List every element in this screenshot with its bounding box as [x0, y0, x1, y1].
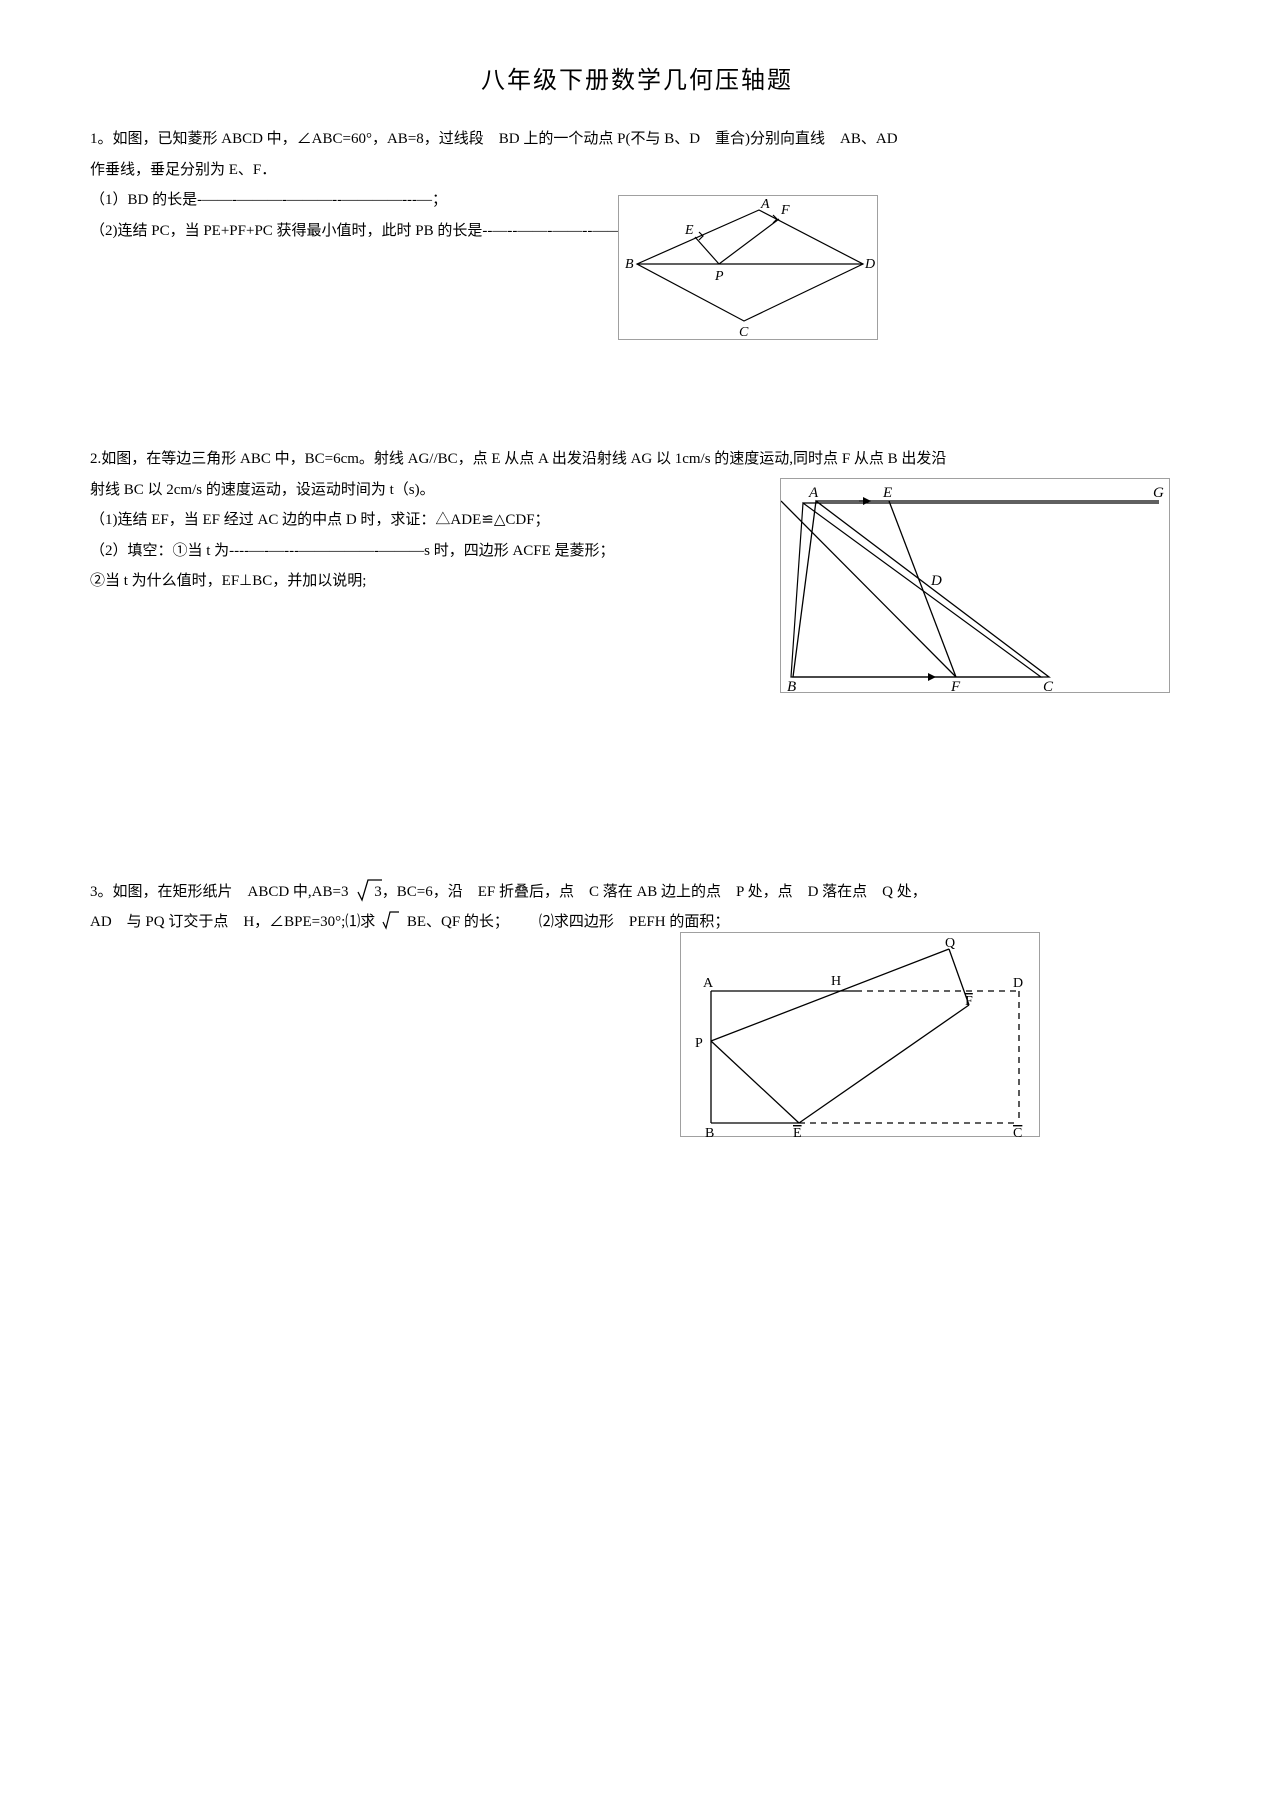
figure-1: A B C D E F P — [618, 195, 878, 340]
label-E: E — [684, 223, 694, 238]
label-G2: G — [1153, 485, 1164, 501]
p3-line2a: AD 与 PQ 订交于点 H，∠BPE=30°;⑴求 — [90, 914, 375, 930]
label-A3: A — [703, 976, 714, 991]
problem-3: 3。如图，在矩形纸片 ABCD 中,AB=3 3，BC=6，沿 EF 折叠后，点… — [90, 876, 1184, 937]
label-F: F — [780, 203, 790, 218]
label-D3: D — [1013, 976, 1023, 991]
p1-line1b: 作垂线，垂足分别为 E、F． — [90, 156, 1184, 185]
page-title: 八年级下册数学几何压轴题 — [90, 60, 1184, 95]
label-E3: E — [793, 1126, 802, 1138]
p3-line2b: BE、QF 的长； ⑵求四边形 PEFH 的面积； — [407, 914, 730, 930]
sqrt-icon-2 — [381, 908, 401, 937]
p3-line1a: 3。如图，在矩形纸片 ABCD 中,AB=3 — [90, 884, 348, 900]
label-Q3: Q — [945, 936, 955, 951]
label-P3: P — [695, 1036, 703, 1051]
label-D: D — [864, 257, 875, 272]
label-H3: H — [831, 974, 841, 989]
label-B: B — [625, 257, 634, 272]
label-D2: D — [930, 573, 942, 589]
label-B3: B — [705, 1126, 714, 1138]
label-B2: B — [787, 679, 796, 694]
p3-line1b: ，BC=6，沿 EF 折叠后，点 C 落在 AB 边上的点 P 处，点 D 落在… — [382, 884, 927, 900]
label-F2: F — [950, 679, 961, 694]
label-C: C — [739, 325, 749, 340]
label-F3: F — [965, 994, 973, 1009]
figure-2: A E G B F C D — [780, 478, 1170, 693]
label-P: P — [714, 269, 724, 284]
sqrt-icon — [356, 876, 384, 907]
figure-3: A B C D E F H P Q — [680, 932, 1040, 1137]
label-A: A — [760, 197, 770, 212]
label-E2: E — [882, 485, 892, 501]
p2-line1a: 2.如图，在等边三角形 ABC 中，BC=6cm。射线 AG//BC，点 E 从… — [90, 445, 1184, 474]
p1-line1a: 1。如图，已知菱形 ABCD 中，∠ABC=60°，AB=8，过线段 BD 上的… — [90, 125, 1184, 154]
label-C3: C — [1013, 1126, 1022, 1138]
label-A2: A — [808, 485, 819, 501]
label-C2: C — [1043, 679, 1054, 694]
p3-line1: 3。如图，在矩形纸片 ABCD 中,AB=3 3，BC=6，沿 EF 折叠后，点… — [90, 876, 1184, 907]
